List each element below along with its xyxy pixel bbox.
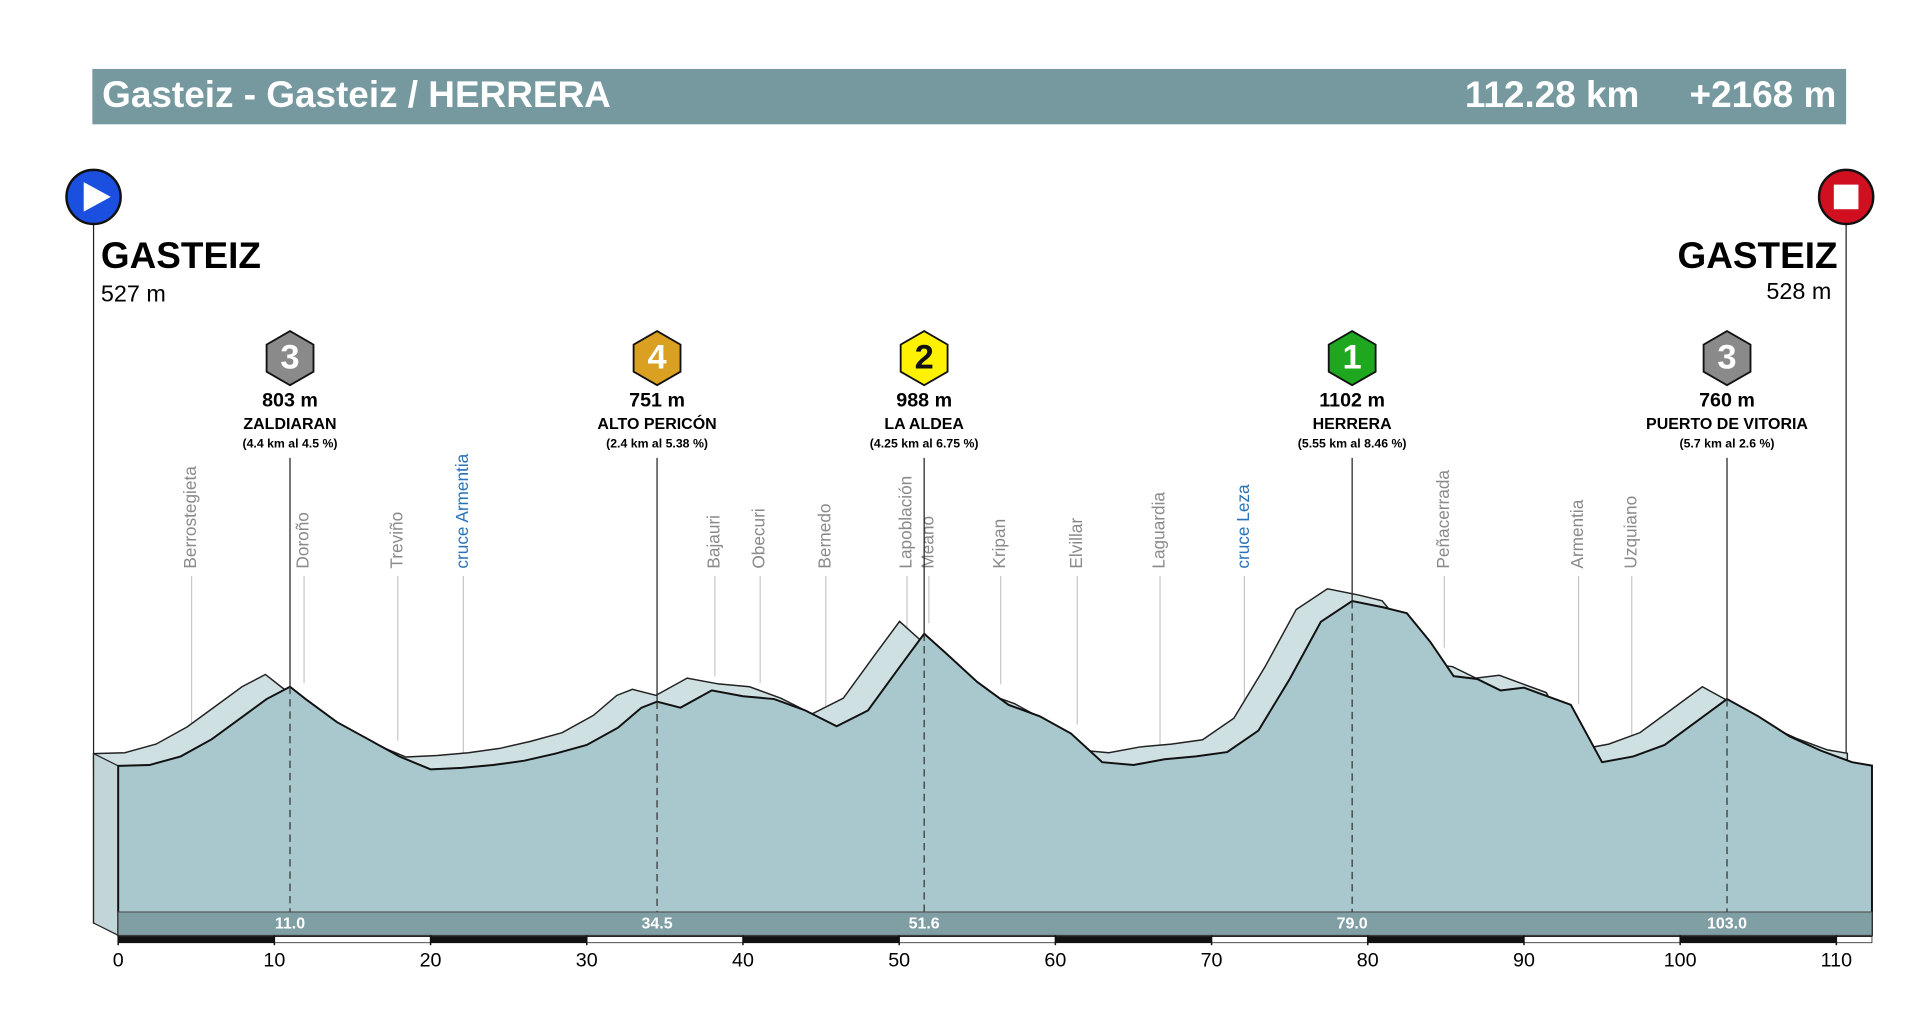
axis-segment (1835, 936, 1873, 944)
climb-detail: (4.4 km al 4.5 %) (242, 437, 337, 451)
town-label: Uzquiano (1620, 496, 1640, 569)
climb-category: 3 (280, 338, 299, 376)
axis-segment (586, 936, 744, 944)
start-altitude: 527 m (101, 281, 166, 307)
x-tick-label: 90 (1513, 949, 1535, 971)
climb-altitude: 751 m (629, 389, 685, 411)
climb-name: ALTO PERICÓN (597, 414, 716, 433)
climb-badge (632, 330, 682, 387)
axis-segment (742, 936, 900, 944)
climb-category: 4 (647, 338, 666, 376)
climb-km: 11.0 (275, 915, 305, 932)
town-label: Kripan (989, 519, 1009, 569)
town-label: Meano (917, 516, 937, 569)
climb-detail: (4.25 km al 6.75 %) (870, 437, 979, 451)
axis-segment (117, 936, 275, 944)
finish-name: GASTEIZ (1678, 235, 1838, 276)
climb-altitude: 988 m (896, 389, 952, 411)
header-bar (92, 68, 1847, 125)
climb-altitude: 760 m (1699, 389, 1755, 411)
climb-km: 34.5 (642, 915, 673, 932)
climb-km: 51.6 (909, 915, 940, 932)
town-label: Laguardia (1149, 492, 1169, 569)
climb-badge (1327, 330, 1377, 387)
town-label: Peñacerrada (1433, 470, 1453, 569)
climb-name: LA ALDEA (884, 416, 964, 433)
axis-segment (1211, 936, 1369, 944)
climb-badge (1702, 330, 1752, 387)
town-label: Bajauri (703, 515, 723, 569)
profile-side (92, 752, 119, 937)
climb-category: 2 (915, 338, 934, 376)
axis-segment (1054, 936, 1212, 944)
town-label: Berrostegieta (180, 466, 200, 569)
start-arrow (83, 182, 111, 212)
town-label: Bernedo (814, 503, 834, 568)
x-tick-label: 110 (1821, 949, 1852, 971)
x-tick-label: 20 (420, 949, 442, 971)
town-label: cruce Armentia (452, 453, 472, 568)
km-strip (117, 911, 1873, 936)
x-tick-label: 100 (1664, 949, 1697, 971)
x-tick-label: 40 (732, 949, 754, 971)
climb-detail: (5.55 km al 8.46 %) (1298, 437, 1407, 451)
x-tick-label: 10 (263, 949, 285, 971)
x-tick-label: 50 (888, 949, 910, 971)
town-label: Treviño (386, 512, 406, 569)
town-label: Doroño (293, 512, 313, 568)
finish-altitude: 528 m (1766, 278, 1831, 304)
axis-segment (1523, 936, 1681, 944)
axis-segment (1367, 936, 1525, 944)
x-tick-label: 30 (576, 949, 598, 971)
climb-name: PUERTO DE VITORIA (1646, 416, 1808, 433)
axis-segment (430, 936, 588, 944)
town-label: cruce Leza (1233, 484, 1253, 569)
axis-segment (1679, 936, 1837, 944)
climb-name: HERRERA (1313, 416, 1392, 433)
town-label: Lapoblación (896, 476, 916, 569)
town-label: Obecuri (749, 508, 769, 568)
climb-category: 3 (1717, 338, 1736, 376)
climb-badge (265, 330, 315, 387)
climb-name: ZALDIARAN (243, 416, 336, 433)
finish-square (1833, 184, 1859, 210)
climb-km: 103.0 (1707, 915, 1747, 932)
climb-detail: (2.4 km al 5.38 %) (606, 437, 708, 451)
axis-segment (274, 936, 431, 944)
climb-altitude: 803 m (262, 389, 318, 411)
climb-altitude: 1102 m (1319, 389, 1385, 411)
x-tick-label: 80 (1357, 949, 1379, 971)
climb-badge (899, 330, 949, 387)
distance: 112.28 km (1465, 74, 1639, 115)
axis-segment (898, 936, 1056, 944)
title: Gasteiz - Gasteiz / HERRERA (102, 74, 611, 115)
profile-area (117, 600, 1873, 937)
town-label: Elvillar (1066, 518, 1086, 569)
climb-km: 79.0 (1337, 915, 1368, 932)
start-name: GASTEIZ (101, 235, 261, 276)
x-tick-label: 70 (1201, 949, 1223, 971)
x-tick-label: 0 (113, 949, 124, 971)
town-label: Armentia (1567, 499, 1587, 568)
climbing: +2168 m (1690, 74, 1837, 115)
x-tick-label: 60 (1044, 949, 1066, 971)
climb-category: 1 (1343, 338, 1362, 376)
climb-detail: (5.7 km al 2.6 %) (1680, 437, 1775, 451)
